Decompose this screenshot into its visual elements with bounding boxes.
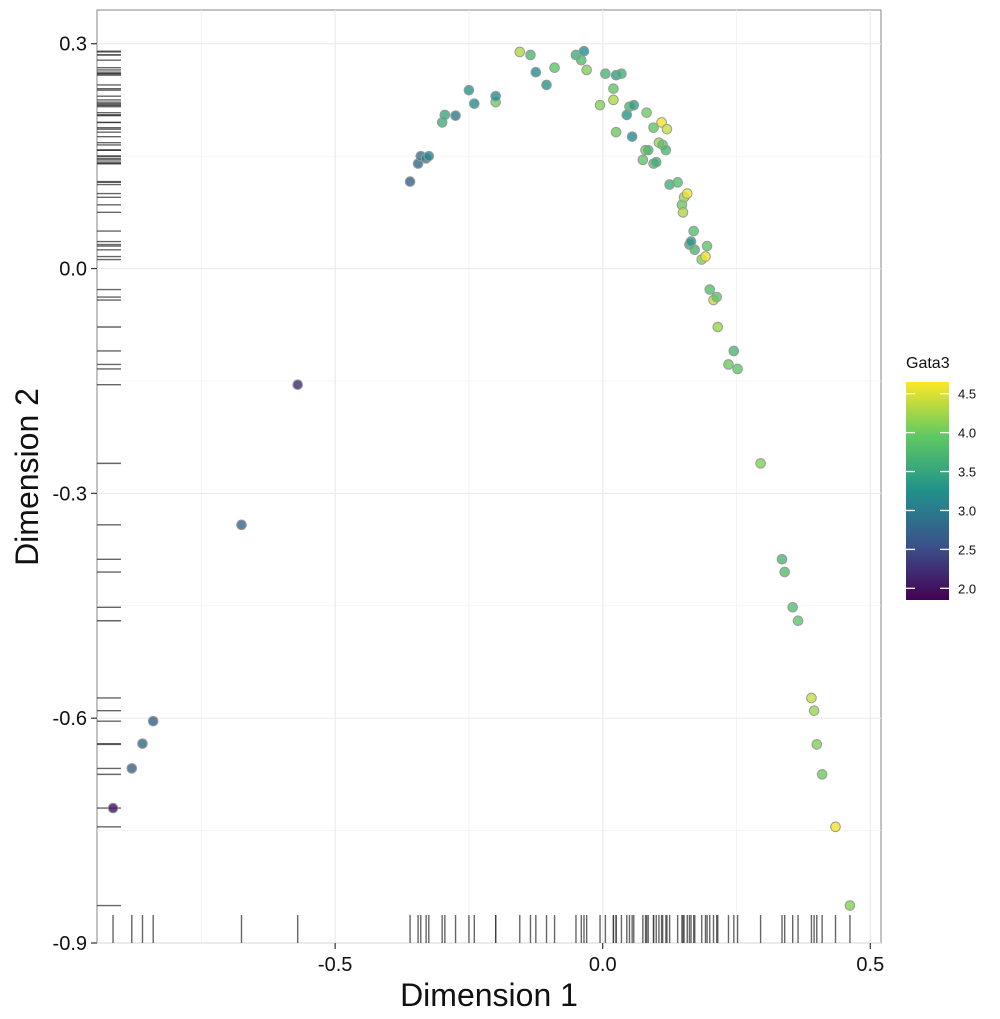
data-point (701, 240, 713, 252)
y-tick-label: 0.0 (59, 259, 87, 281)
y-tick-label: -0.9 (53, 933, 87, 955)
data-point (626, 131, 638, 142)
legend-tick-label: 4.0 (958, 426, 976, 441)
legend-ticks: 2.0 2.5 3.0 3.5 4.0 4.5 (906, 387, 976, 596)
data-point (236, 519, 247, 531)
data-point (616, 68, 627, 79)
data-point (541, 79, 552, 91)
x-tick-label: -0.5 (318, 954, 352, 976)
data-point (608, 94, 619, 106)
legend-colorbar (906, 382, 949, 600)
legend-title: Gata3 (906, 355, 950, 372)
data-point (439, 109, 451, 121)
data-point (594, 99, 606, 111)
data-point (830, 821, 841, 833)
y-tick-label: -0.6 (53, 708, 87, 730)
legend-tick-label: 2.5 (958, 542, 976, 557)
data-point (723, 359, 734, 370)
data-point (732, 363, 743, 375)
data-point (779, 566, 790, 578)
color-legend: Gata3 2.0 2.5 3.0 3.5 4.0 4.5 (906, 355, 976, 600)
data-point (530, 66, 542, 78)
legend-tick-label: 3.0 (958, 503, 976, 518)
data-point (404, 176, 416, 187)
y-axis-title: Dimension 2 (9, 388, 45, 566)
data-point (641, 107, 652, 118)
data-point (728, 345, 740, 357)
data-point (490, 90, 501, 102)
data-point (704, 284, 716, 295)
data-point (808, 705, 820, 716)
legend-tick-label: 2.0 (958, 581, 976, 596)
data-point (423, 150, 435, 162)
x-axis-title: Dimension 1 (400, 977, 578, 1013)
data-point (650, 156, 662, 168)
data-point (126, 763, 138, 774)
data-point (677, 207, 689, 218)
grid-lines (97, 10, 881, 944)
y-axis-ticks: -0.9 -0.6 -0.3 0.0 0.3 (53, 34, 97, 955)
data-point (628, 99, 640, 111)
data-point (600, 68, 611, 79)
data-point (450, 110, 461, 121)
data-point (581, 64, 592, 76)
x-axis-ticks: -0.5 0.0 0.5 (318, 943, 884, 976)
data-point (689, 244, 701, 256)
data-point (816, 769, 828, 780)
y-rug (97, 50, 121, 907)
legend-tick-label: 4.5 (958, 387, 976, 402)
data-point (147, 715, 159, 727)
data-point (711, 291, 723, 303)
data-point (608, 83, 619, 94)
data-point (642, 144, 654, 156)
data-point (787, 601, 798, 613)
data-point (811, 739, 823, 750)
data-point (792, 615, 804, 627)
y-tick-label: 0.3 (59, 34, 87, 56)
data-point (755, 458, 766, 469)
data-point (637, 154, 649, 166)
data-point (576, 54, 587, 66)
data-point (578, 45, 590, 57)
data-point (806, 692, 817, 704)
data-point (468, 98, 480, 109)
data-point (648, 122, 659, 133)
data-point (137, 738, 148, 749)
data-point (514, 46, 526, 58)
data-points (107, 45, 856, 911)
data-point (661, 123, 673, 135)
data-point (844, 900, 856, 911)
data-point (660, 144, 672, 156)
plot-panel (96, 9, 882, 944)
data-point (681, 188, 693, 199)
legend-tick-label: 3.5 (958, 465, 976, 480)
data-point (672, 177, 683, 188)
data-point (776, 554, 788, 565)
data-point (712, 321, 724, 333)
data-point (549, 62, 560, 74)
x-tick-label: 0.0 (589, 954, 617, 976)
data-point (292, 379, 303, 390)
data-point (688, 225, 699, 237)
x-tick-label: 0.5 (856, 954, 884, 976)
y-tick-label: -0.3 (53, 483, 87, 505)
data-point (463, 84, 475, 96)
data-point (610, 126, 622, 138)
data-point (107, 802, 119, 814)
x-rug (112, 915, 851, 943)
data-point (525, 49, 536, 61)
data-point (700, 251, 711, 262)
